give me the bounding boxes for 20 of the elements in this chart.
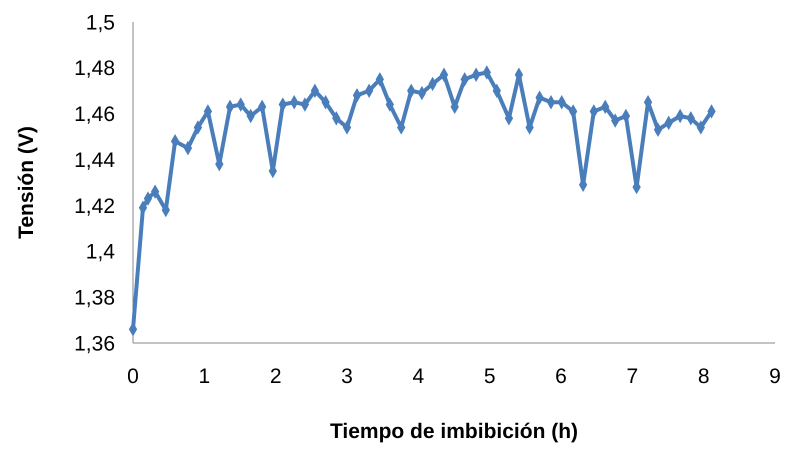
x-tick-label: 7 (626, 365, 638, 388)
x-tick-label: 2 (270, 365, 282, 388)
y-tick-label: 1,36 (74, 332, 115, 356)
y-axis-title: Tensión (V) (15, 126, 38, 239)
x-tick-label: 4 (412, 365, 424, 388)
y-tick-label: 1,5 (86, 11, 115, 34)
x-tick-label: 6 (555, 365, 567, 388)
x-tick-label: 9 (769, 365, 781, 388)
y-tick-label: 1,38 (74, 286, 115, 310)
x-tick-label: 0 (127, 365, 139, 388)
y-tick-label: 1,42 (74, 194, 115, 218)
y-tick-label: 1,46 (74, 103, 115, 126)
y-tick-label: 1,44 (74, 148, 116, 172)
x-axis-title: Tiempo de imbibición (h) (330, 420, 578, 443)
y-tick-label: 1,4 (86, 240, 116, 264)
x-tick-label: 1 (198, 365, 210, 388)
x-tick-label: 3 (341, 365, 353, 388)
x-tick-label: 5 (484, 365, 496, 388)
y-tick-label: 1,48 (74, 57, 115, 80)
x-tick-label: 8 (698, 365, 710, 388)
